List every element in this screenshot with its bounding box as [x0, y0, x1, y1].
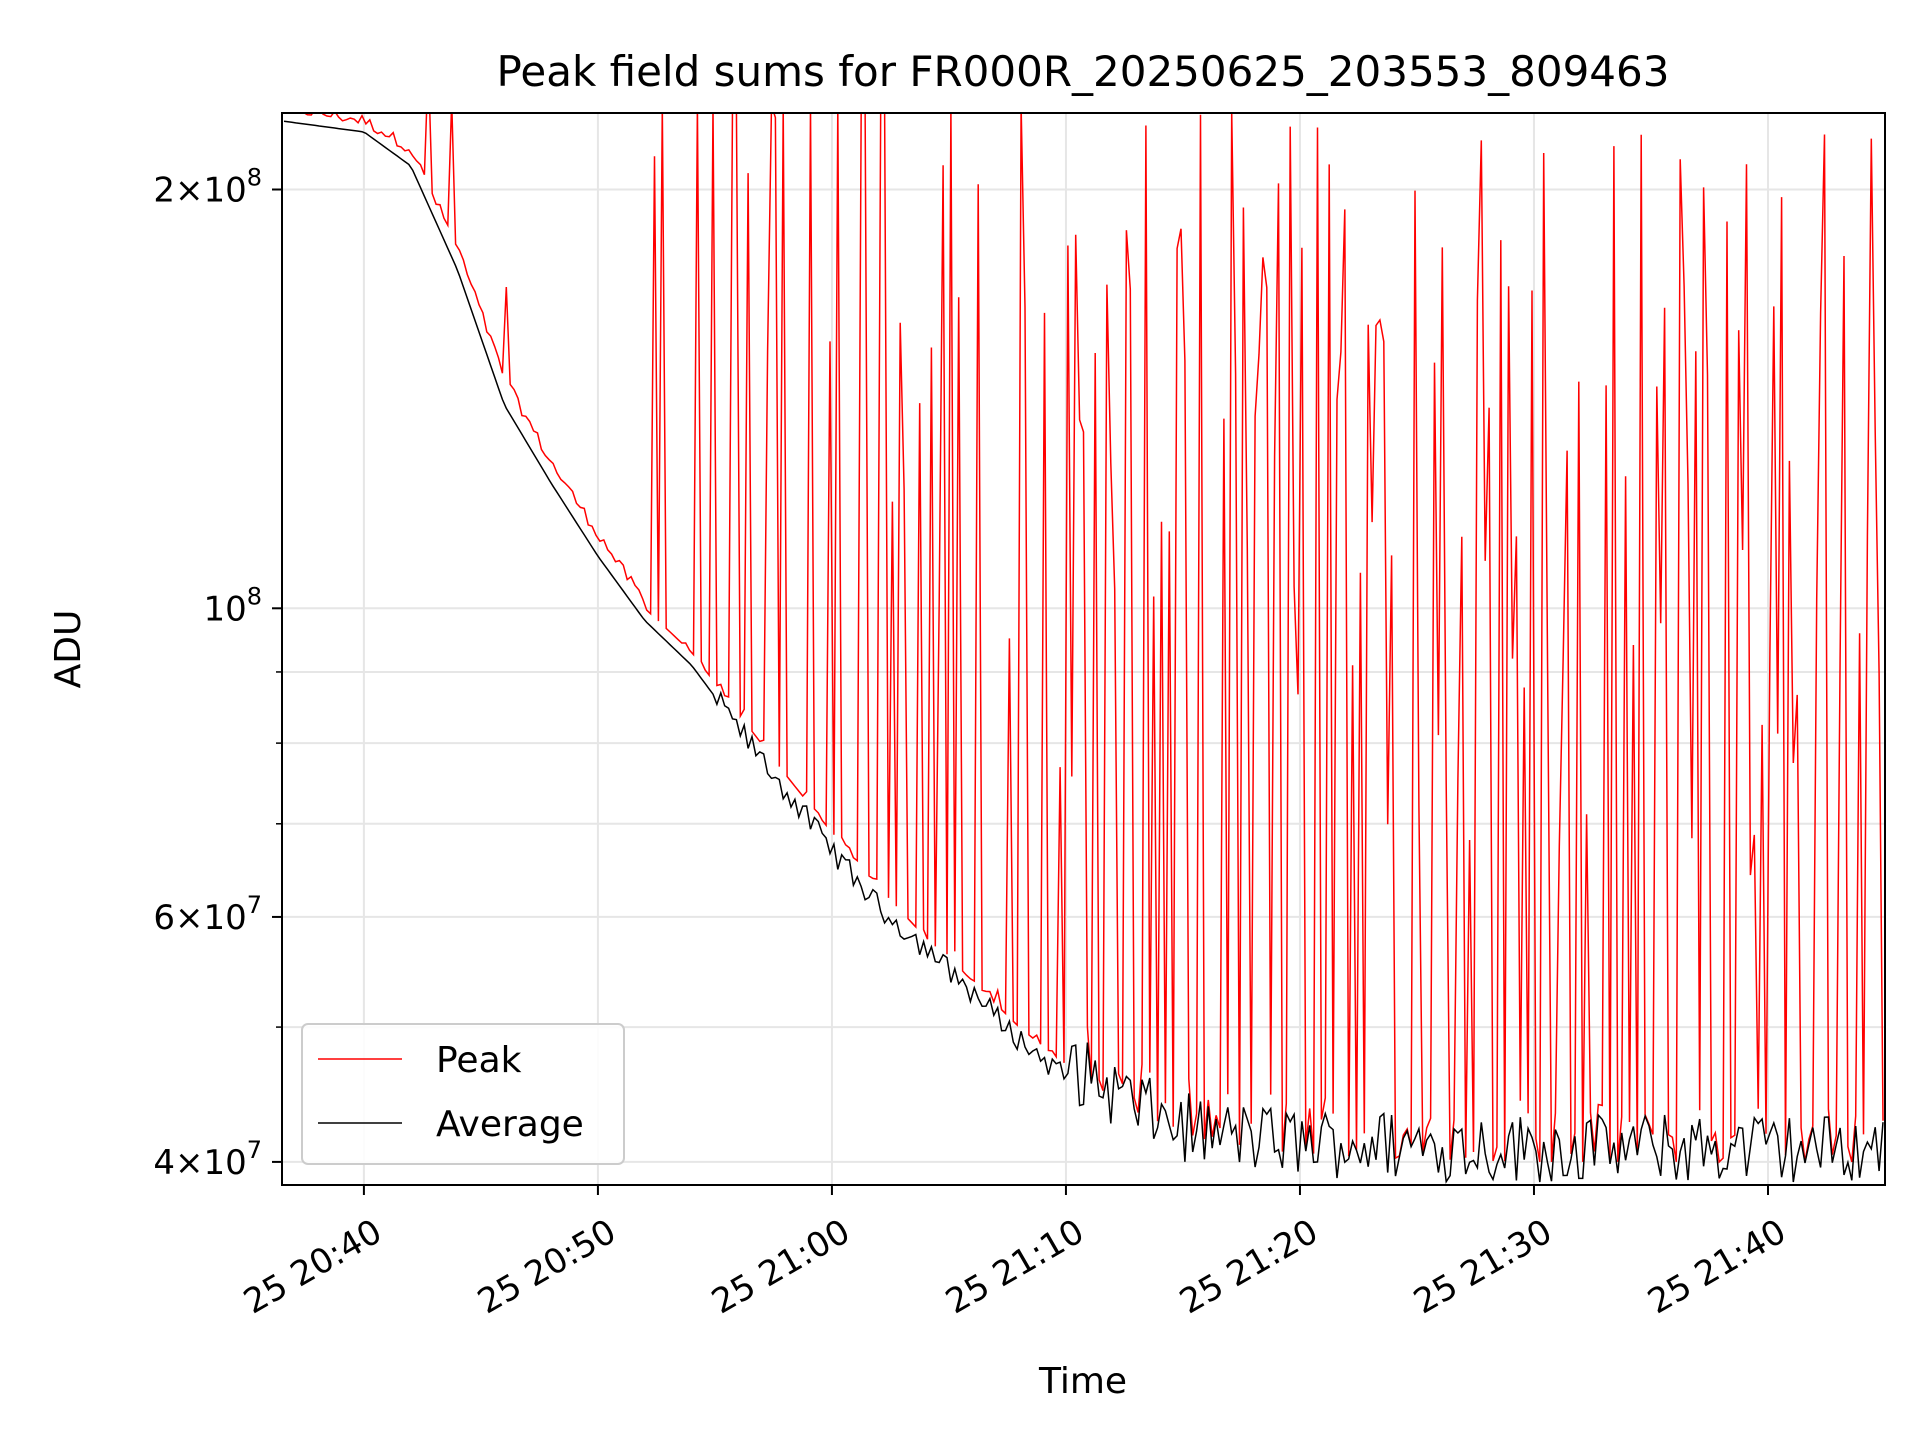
legend: Peak Average: [301, 1023, 625, 1165]
y-axis-label: ADU: [48, 610, 89, 689]
legend-label-peak: Peak: [436, 1040, 522, 1081]
plot-frame: [281, 112, 1886, 1186]
chart-title: Peak field sums for FR000R_20250625_2035…: [497, 47, 1670, 96]
y-tick-label: 2×108: [153, 164, 262, 211]
legend-label-average: Average: [436, 1104, 584, 1145]
y-tick-label: 4×107: [153, 1136, 262, 1183]
y-tick-label: 6×107: [153, 891, 262, 938]
series-line-peak: [302, 113, 1884, 1164]
series-line-average: [283, 120, 1884, 1184]
y-tick-label: 108: [203, 582, 262, 629]
series-layer: [283, 113, 1884, 1184]
y-axis-ticks: 4×107 6×107 108 2×108: [153, 164, 282, 1183]
x-axis-label: Time: [1038, 1361, 1127, 1402]
